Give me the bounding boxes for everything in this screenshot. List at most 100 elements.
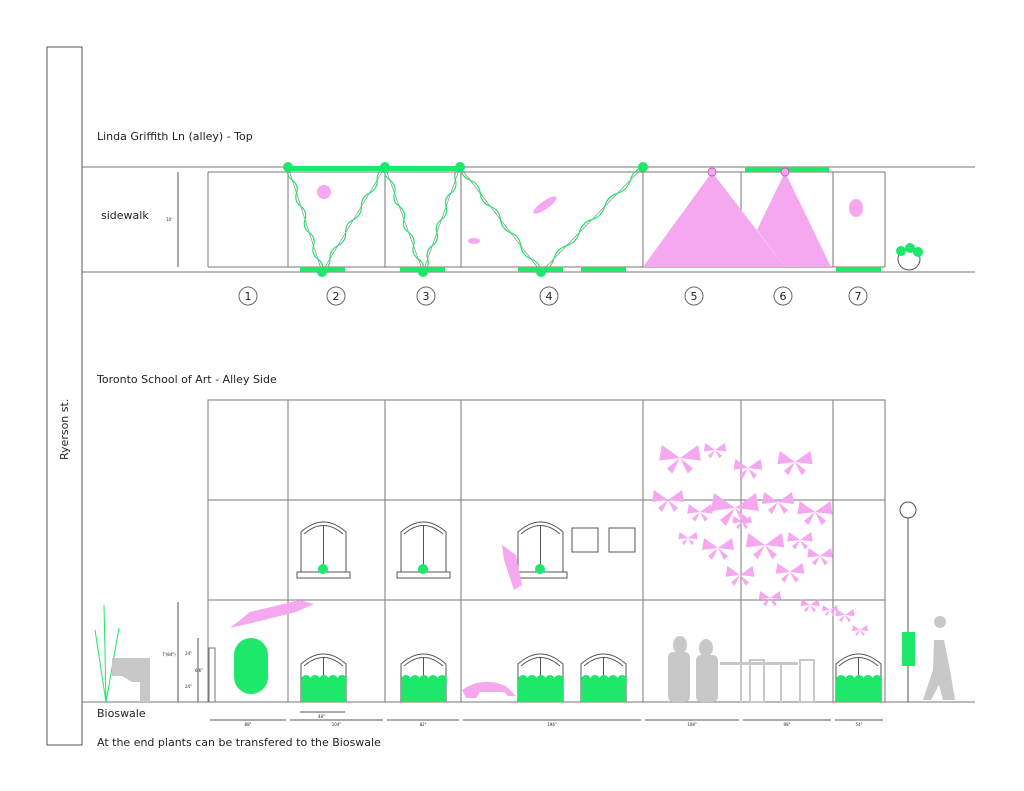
anchor-node bbox=[283, 162, 293, 172]
arched-window bbox=[300, 521, 347, 572]
sidewalk-dimension: 10' bbox=[166, 217, 172, 222]
butterfly bbox=[711, 493, 759, 526]
animal-art bbox=[502, 545, 522, 590]
butterfly bbox=[702, 538, 734, 560]
butterfly-art-cluster bbox=[652, 443, 868, 636]
anchor-node bbox=[455, 162, 465, 172]
butterfly bbox=[678, 532, 698, 546]
arched-window bbox=[300, 653, 347, 702]
butterfly bbox=[775, 563, 805, 583]
anchor-node bbox=[418, 267, 428, 277]
bay-number-marker bbox=[773, 286, 793, 306]
green-door bbox=[234, 638, 268, 694]
bay-number: 7 bbox=[855, 290, 862, 303]
caterpillar-art bbox=[533, 196, 557, 214]
window-dimension: 48" bbox=[318, 714, 325, 719]
bay-width-dimension: 88" bbox=[245, 722, 252, 727]
plant-pot bbox=[535, 564, 545, 574]
raccoon-art bbox=[462, 681, 516, 698]
arched-window bbox=[835, 653, 882, 702]
anchor-node bbox=[536, 267, 546, 277]
arched-window bbox=[580, 653, 627, 702]
bioswale-grass bbox=[94, 604, 120, 703]
insect-art bbox=[317, 185, 331, 199]
butterfly bbox=[659, 445, 701, 474]
anchor-node bbox=[638, 162, 648, 172]
planter-box bbox=[518, 680, 563, 702]
vine bbox=[286, 166, 324, 273]
anchor-node bbox=[317, 267, 327, 277]
bay-number-marker bbox=[416, 286, 436, 306]
street-label: Ryerson st. bbox=[58, 399, 71, 460]
bay-width-dimension: 54" bbox=[856, 722, 863, 727]
butterfly bbox=[652, 490, 684, 512]
squirrel-art bbox=[230, 600, 314, 628]
bottom-note: At the end plants can be transfered to t… bbox=[97, 736, 381, 749]
anchor-node bbox=[380, 162, 390, 172]
bay-width-dimension: 82" bbox=[420, 722, 427, 727]
butterfly bbox=[800, 599, 820, 613]
butterfly bbox=[725, 566, 755, 586]
butterfly bbox=[762, 492, 794, 514]
hanging-planter bbox=[902, 632, 915, 666]
height-dimension: 7'(84") bbox=[162, 652, 176, 657]
planter-box bbox=[301, 680, 346, 702]
elevation-title: Toronto School of Art - Alley Side bbox=[96, 373, 277, 386]
vine bbox=[383, 166, 425, 273]
person-silhouette bbox=[112, 658, 150, 702]
bay-number-marker bbox=[238, 286, 258, 306]
butterfly bbox=[733, 459, 763, 479]
butterfly bbox=[822, 605, 838, 616]
insect-art bbox=[849, 199, 863, 217]
planter-box bbox=[836, 680, 881, 702]
bay-width-dimension: 196" bbox=[547, 722, 557, 727]
planter-box bbox=[401, 680, 446, 702]
butterfly bbox=[787, 532, 813, 550]
bay-number: 1 bbox=[245, 290, 252, 303]
bay-number: 3 bbox=[423, 290, 430, 303]
lamp-head bbox=[899, 501, 917, 519]
butterfly bbox=[703, 443, 727, 459]
cafe-people-silhouettes bbox=[668, 636, 815, 703]
butterfly bbox=[852, 625, 868, 636]
bay-number-marker bbox=[539, 286, 559, 306]
butterfly bbox=[745, 533, 785, 560]
projector-node bbox=[780, 167, 790, 177]
vine bbox=[422, 166, 461, 273]
bay-number-marker bbox=[684, 286, 704, 306]
planter-bar bbox=[288, 166, 460, 171]
plant-pot bbox=[418, 564, 428, 574]
height-dimension: 24" bbox=[185, 651, 192, 656]
planter-box bbox=[581, 680, 626, 702]
arched-window bbox=[517, 521, 564, 572]
bay-width-dimension: 104" bbox=[332, 722, 342, 727]
butterfly bbox=[687, 504, 713, 522]
top-plan: sidewalk 10' 1 2 3 4 5 6 7 bbox=[82, 162, 975, 306]
arched-window bbox=[400, 521, 447, 572]
sidewalk-label: sidewalk bbox=[101, 209, 149, 222]
insect-art bbox=[468, 238, 480, 244]
butterfly bbox=[835, 609, 855, 623]
top-plan-title: Linda Griffith Ln (alley) - Top bbox=[97, 130, 253, 143]
small-window bbox=[571, 527, 599, 553]
ryerson-street-strip bbox=[46, 46, 83, 746]
vine bbox=[459, 166, 542, 273]
projector-node bbox=[707, 167, 717, 177]
height-dimension: 6'6" bbox=[195, 668, 203, 673]
bay-number-marker bbox=[848, 286, 868, 306]
bay-number-marker bbox=[326, 286, 346, 306]
planter-bar bbox=[836, 267, 881, 272]
arched-window bbox=[400, 653, 447, 702]
bay-number: 6 bbox=[780, 290, 787, 303]
arched-window bbox=[517, 653, 564, 702]
vine bbox=[321, 166, 386, 273]
plant-pot bbox=[318, 564, 328, 574]
bay-width-dimension: 108" bbox=[687, 722, 697, 727]
bioswale-label: Bioswale bbox=[97, 707, 146, 720]
planter-bar bbox=[581, 267, 626, 272]
height-dimension: 24" bbox=[185, 684, 192, 689]
bay-width-dimension: 98" bbox=[784, 722, 791, 727]
butterfly bbox=[797, 501, 833, 526]
butterfly bbox=[777, 451, 813, 476]
